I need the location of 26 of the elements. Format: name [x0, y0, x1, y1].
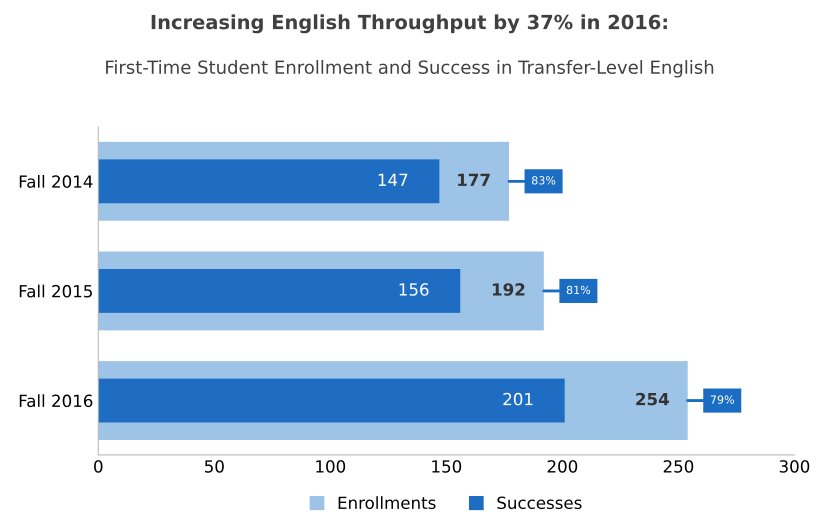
y-tick-label: Fall 2015 [20, 284, 92, 298]
data-label: 201 [503, 392, 532, 406]
x-tick-label: 150 [432, 460, 462, 473]
x-tick-label: 0 [94, 460, 102, 473]
chart-subtitle: First-Time Student Enrollment and Success in Transfer-Level English [106, 60, 714, 78]
x-tick-label: 200 [548, 460, 578, 473]
data-label: 156 [400, 283, 429, 296]
x-tick-label: 100 [316, 460, 346, 473]
legend-label: Successes [497, 496, 582, 510]
x-tick-label: 50 [204, 460, 224, 473]
x-tick-label: 250 [664, 460, 694, 473]
y-tick-label: Fall 2014 [20, 175, 92, 188]
data-label: 147 [378, 174, 408, 186]
data-label: 177 [458, 174, 490, 186]
bar [98, 269, 460, 313]
data-label: 192 [492, 283, 524, 296]
bar [98, 159, 440, 204]
legend-label: Enrollments [338, 496, 436, 510]
annotation: 81% [566, 286, 590, 294]
y-tick-label: Fall 2016 [20, 394, 92, 408]
x-tick-label: 300 [780, 460, 810, 473]
chart-title: Increasing English Throughput by 37% in 2016: [152, 14, 667, 34]
annotation: 79% [710, 395, 734, 404]
data-label: 254 [636, 392, 669, 406]
bar [98, 378, 565, 422]
annotation: 83% [532, 176, 556, 185]
